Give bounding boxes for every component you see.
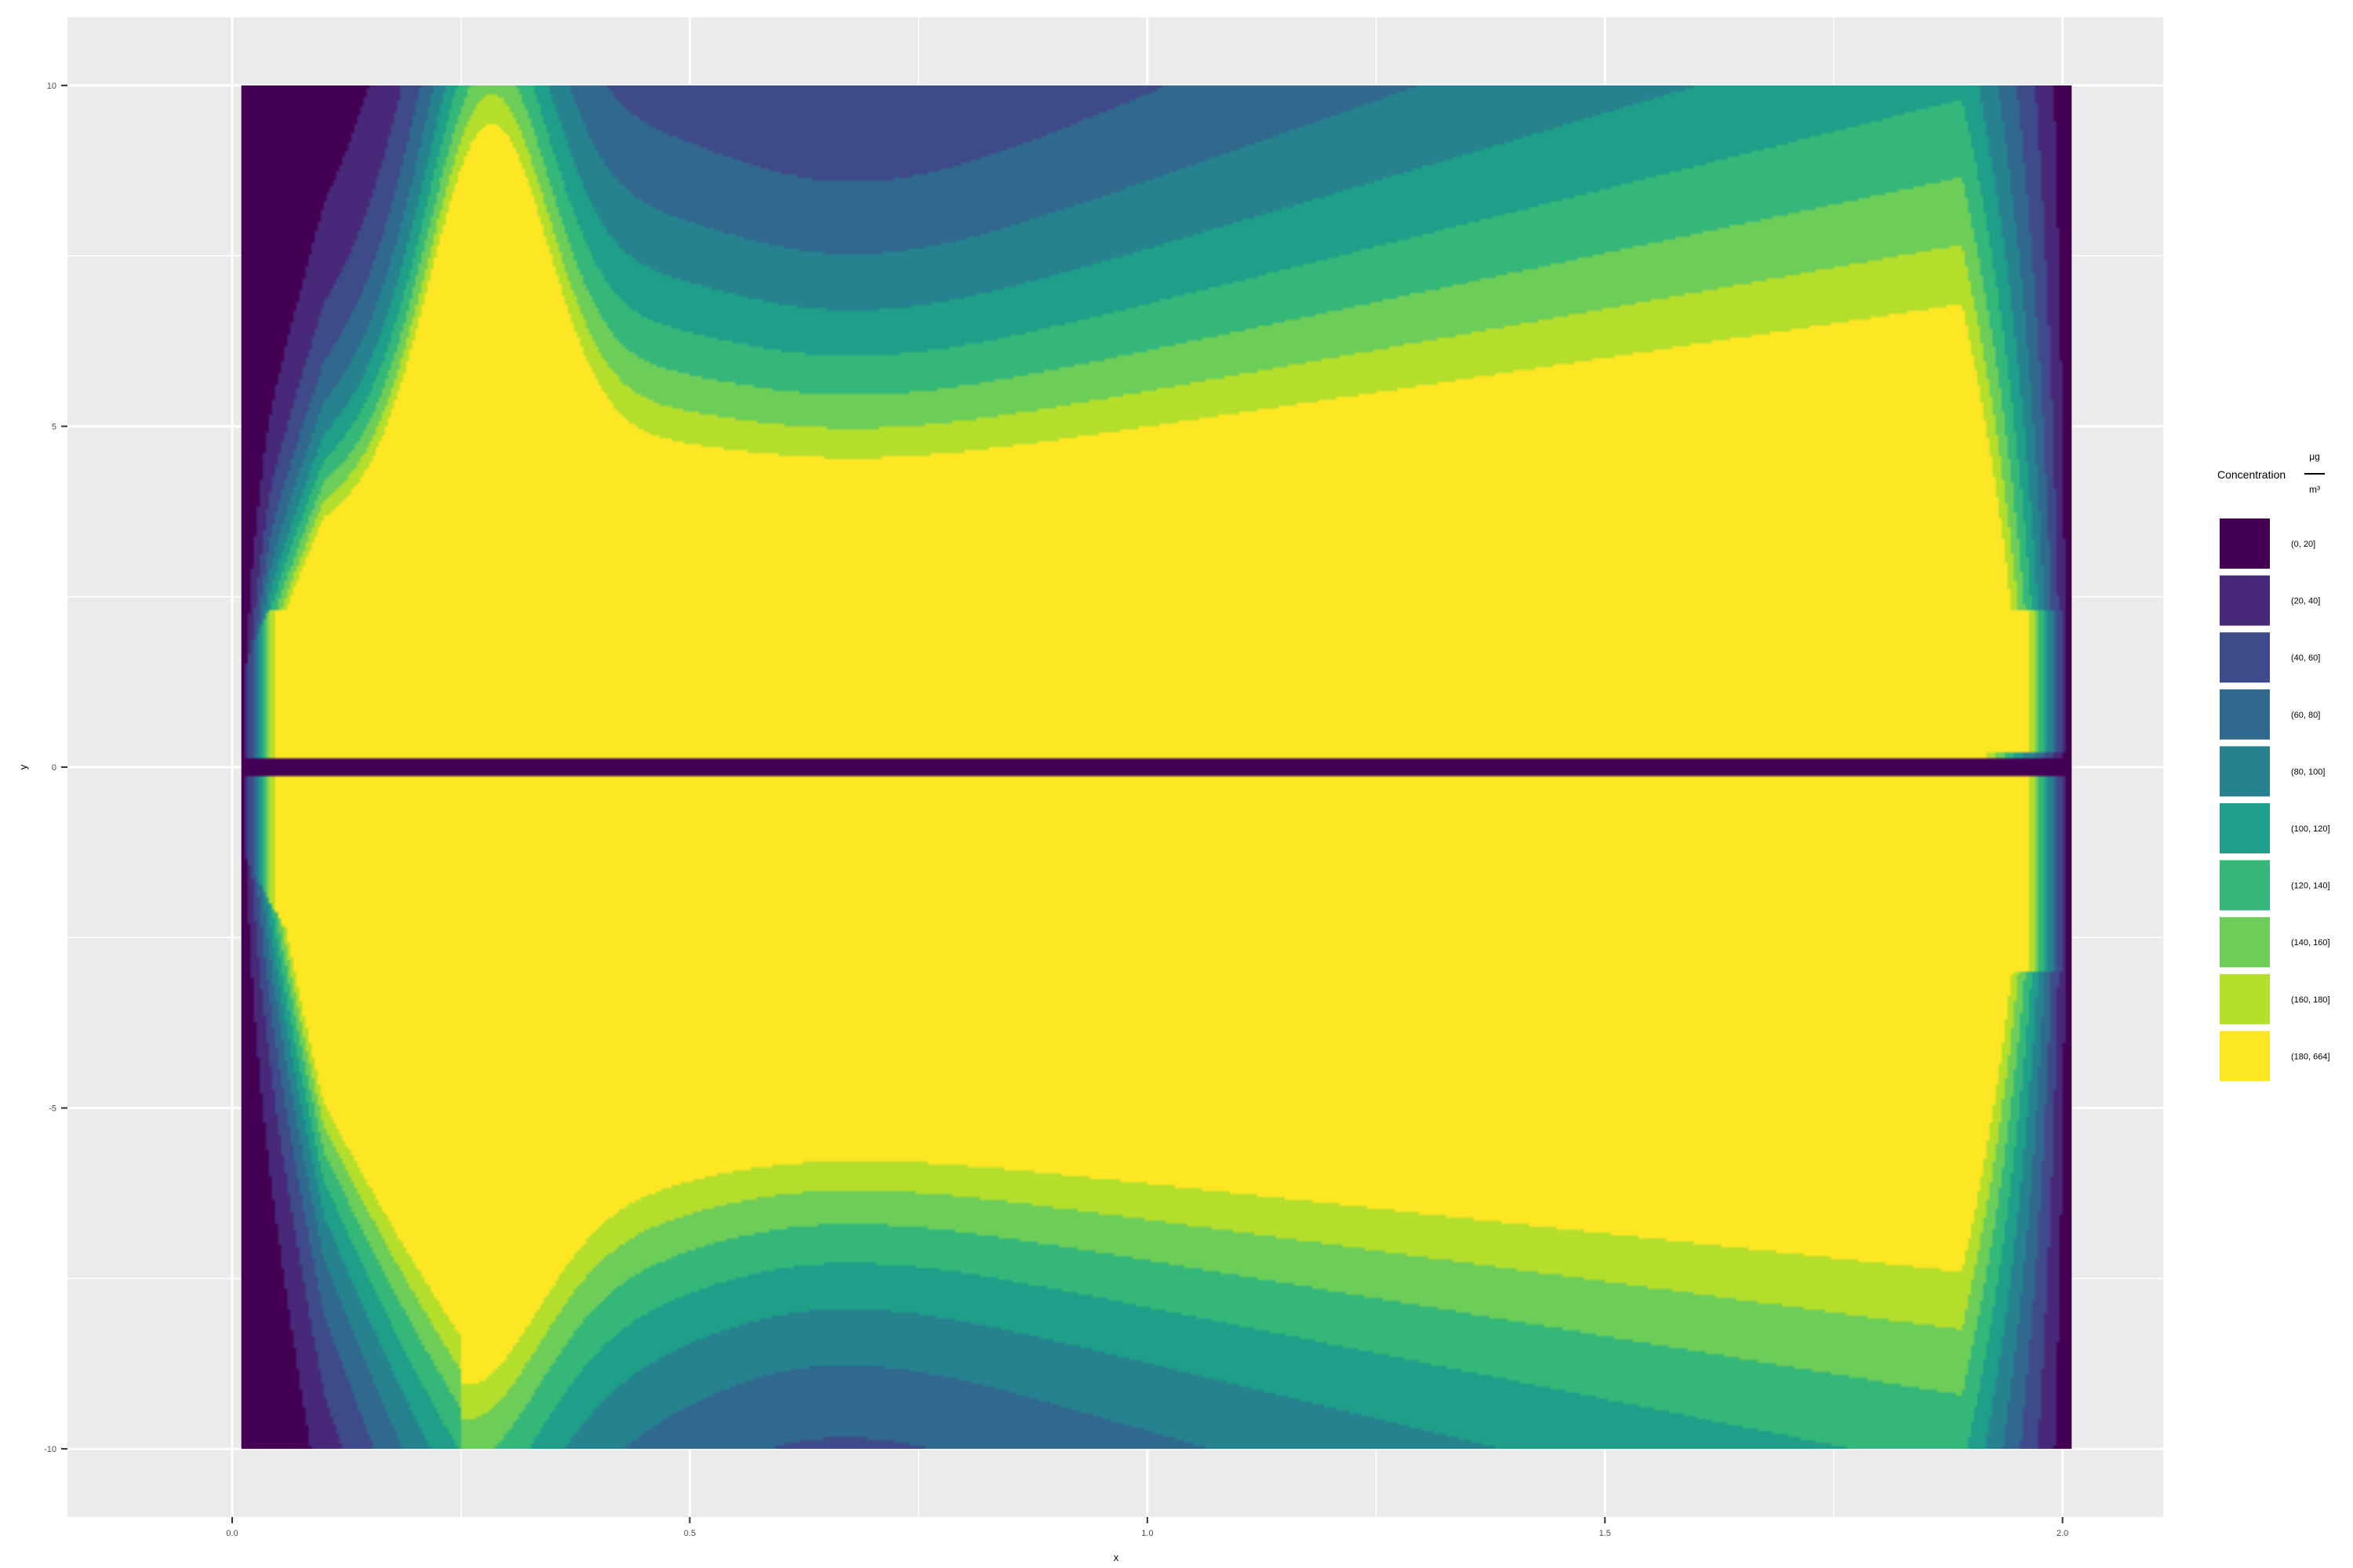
y-axis-title: y (17, 764, 29, 769)
legend-key (2218, 687, 2271, 741)
y-tick-label: 10 (47, 82, 56, 91)
legend-label: (60, 80] (2291, 711, 2320, 720)
legend-label: (0, 20] (2291, 540, 2315, 549)
x-tick-label: 1.0 (1141, 1529, 1153, 1538)
legend-key (2218, 1029, 2271, 1083)
x-tick-labels: 0.0 0.5 1.0 1.5 2.0 (226, 1529, 2068, 1538)
legend-unit-denominator: m³ (2309, 484, 2320, 495)
x-tick-label: 0.5 (684, 1529, 696, 1538)
legend-key (2218, 573, 2271, 628)
y-tick-labels: -10 -5 0 5 10 (44, 82, 56, 1454)
y-tick-label: 0 (52, 763, 56, 773)
legend-key (2218, 915, 2271, 970)
legend-label: (100, 120] (2291, 824, 2330, 834)
axis-ticks (61, 84, 2064, 1523)
legend-keys: (0, 20] (20, 40] (40, 60] (60, 80] (80, 100]… (2218, 517, 2330, 1083)
y-tick-label: 5 (52, 422, 56, 431)
legend-key (2218, 858, 2271, 912)
legend-key (2218, 744, 2271, 799)
concentration-field (241, 85, 2072, 1450)
legend: Concentration μg m³ (0, 20] (20, 40] (40, … (2217, 451, 2330, 1083)
x-axis-title: x (1114, 1552, 1119, 1563)
legend-label: (20, 40] (2291, 597, 2320, 606)
legend-label: (80, 100] (2291, 767, 2325, 777)
legend-label: (40, 60] (2291, 653, 2320, 663)
legend-label: (180, 664] (2291, 1052, 2330, 1061)
y-tick-label: -10 (44, 1445, 56, 1454)
legend-label: (140, 160] (2291, 938, 2330, 948)
y-tick-label: -5 (49, 1104, 56, 1114)
legend-label: (120, 140] (2291, 882, 2330, 891)
legend-unit-numerator: μg (2309, 451, 2320, 462)
legend-key (2218, 631, 2271, 685)
x-tick-label: 2.0 (2057, 1529, 2068, 1538)
legend-key (2218, 802, 2271, 855)
legend-key (2218, 972, 2271, 1026)
x-tick-label: 1.5 (1599, 1529, 1611, 1538)
x-tick-label: 0.0 (226, 1529, 238, 1538)
legend-title: Concentration (2217, 468, 2286, 481)
legend-label: (160, 180] (2291, 995, 2330, 1005)
legend-key (2218, 517, 2271, 570)
